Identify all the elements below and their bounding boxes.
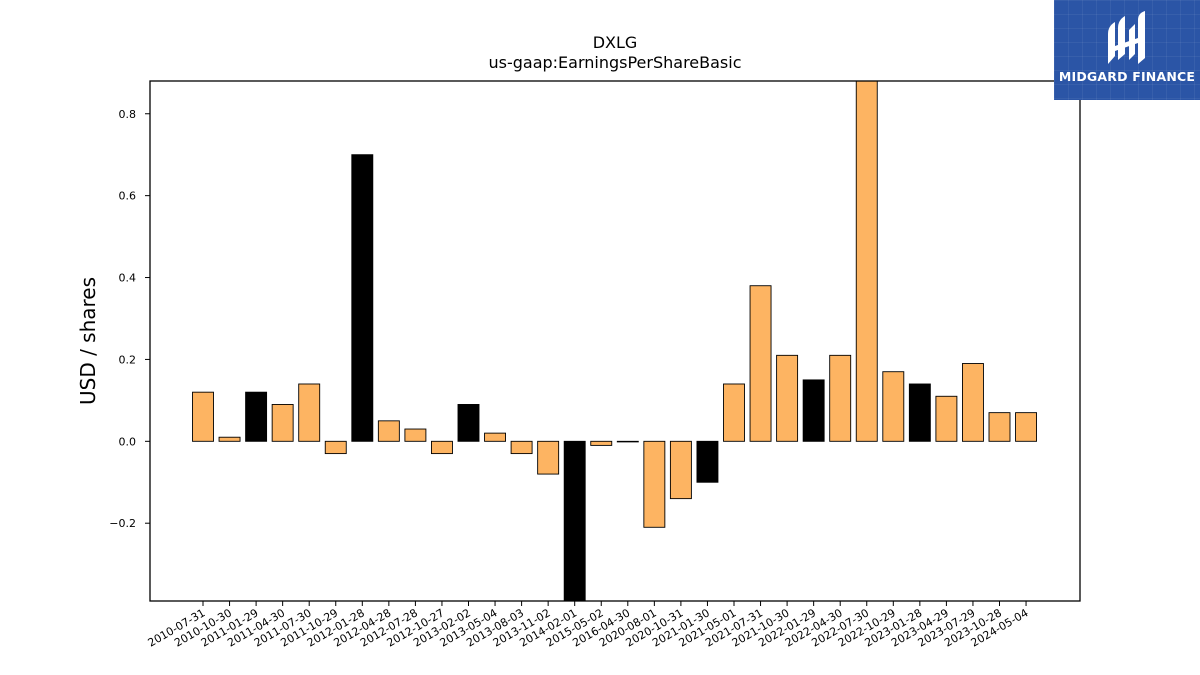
plot-frame xyxy=(149,80,1081,602)
bar-2010-07-31 xyxy=(192,391,214,442)
y-tick-label: 0.2 xyxy=(119,353,137,366)
bar-2022-10-29 xyxy=(882,371,905,442)
bar-2020-10-31 xyxy=(669,440,692,500)
logo-text: MIDGARD FINANCE xyxy=(1058,69,1196,84)
midgard-logo-icon xyxy=(1108,11,1145,64)
bar-2023-01-28 xyxy=(908,383,931,442)
bar-2022-04-30 xyxy=(829,354,852,442)
bar-2010-10-30 xyxy=(218,436,241,442)
bar-2021-01-30 xyxy=(696,440,719,483)
bars-group xyxy=(192,81,1037,601)
y-axis-label: USD / shares xyxy=(76,277,100,405)
bar-2015-05-02 xyxy=(590,440,613,446)
bar-2013-05-04 xyxy=(484,432,506,442)
bar-2013-11-02 xyxy=(537,440,560,475)
bar-2021-10-30 xyxy=(776,354,799,442)
chart-title: DXLG xyxy=(593,33,638,52)
bar-2013-08-03 xyxy=(510,440,533,455)
bar-2014-02-01 xyxy=(563,440,586,601)
midgard-finance-logo: MIDGARD FINANCE xyxy=(1054,0,1200,100)
bar-2016-04-30 xyxy=(616,440,639,443)
bar-2023-07-29 xyxy=(962,363,984,442)
bar-2011-10-29 xyxy=(324,440,347,455)
bar-2021-05-01 xyxy=(723,383,745,442)
bar-2022-01-29 xyxy=(802,379,825,442)
y-tick-label: 0.6 xyxy=(119,190,137,203)
bar-2022-07-30 xyxy=(855,81,878,442)
bar-2020-08-01 xyxy=(643,440,666,528)
chart-subtitle: us-gaap:EarningsPerShareBasic xyxy=(488,53,741,72)
y-tick-label: 0.0 xyxy=(119,435,137,448)
bar-2011-04-30 xyxy=(271,404,294,442)
bar-2012-04-28 xyxy=(377,420,400,442)
x-ticks-group: 2010-07-312010-10-302011-01-292011-04-30… xyxy=(146,601,1031,650)
bar-2013-02-02 xyxy=(457,404,480,442)
bar-2012-07-28 xyxy=(404,428,427,442)
bar-2023-10-28 xyxy=(988,412,1011,442)
y-tick-label: 0.8 xyxy=(119,108,137,121)
y-ticks-group: −0.2 0.0 0.2 0.4 0.6 0.8 xyxy=(109,108,150,530)
bar-2024-05-04 xyxy=(1015,412,1037,442)
y-tick-label: 0.4 xyxy=(119,272,137,285)
bar-2011-01-29 xyxy=(245,391,268,442)
bar-2023-04-29 xyxy=(935,395,958,442)
bar-2021-07-31 xyxy=(749,285,772,442)
bar-2012-10-27 xyxy=(431,440,453,455)
y-tick-label: −0.2 xyxy=(109,517,136,530)
bar-2011-07-30 xyxy=(298,383,321,442)
bar-2012-01-28 xyxy=(351,154,374,442)
